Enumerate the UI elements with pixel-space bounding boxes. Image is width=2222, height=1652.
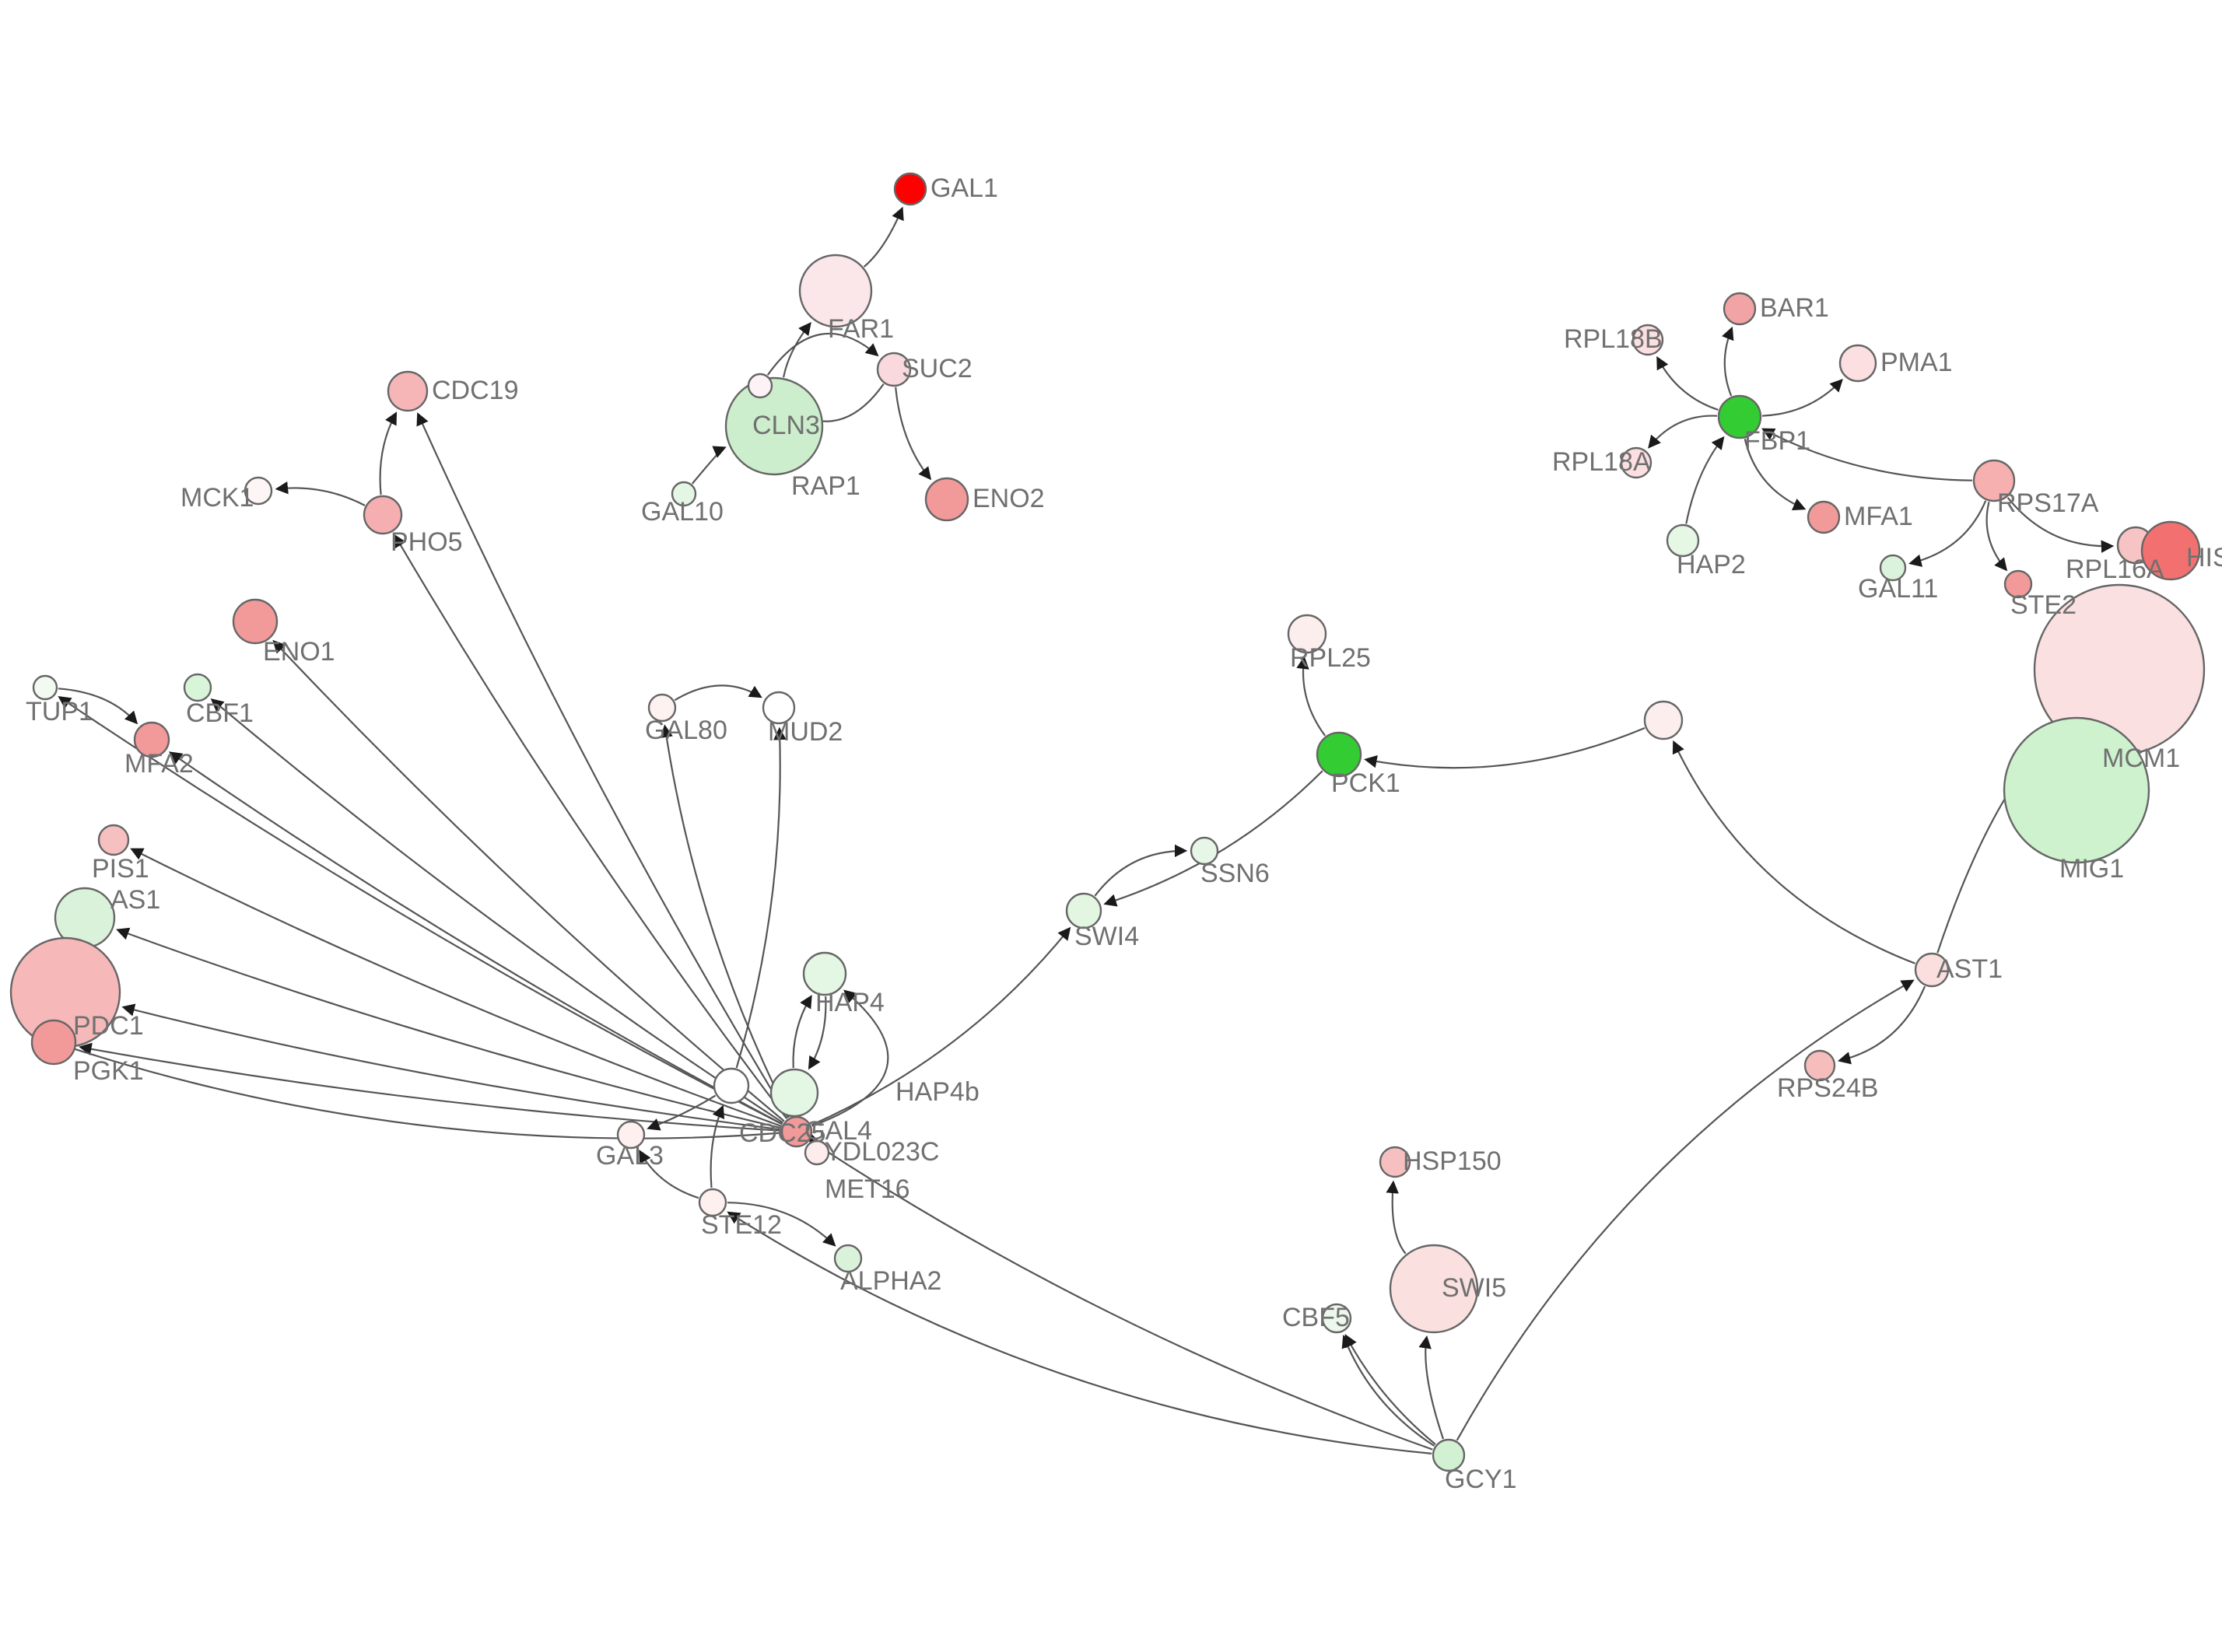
svg-text:RPS24B: RPS24B (1777, 1073, 1878, 1103)
svg-text:AST1: AST1 (1936, 954, 2003, 984)
svg-text:PGK1: PGK1 (73, 1056, 144, 1086)
svg-text:MFA1: MFA1 (1844, 502, 1913, 531)
svg-text:CLN3: CLN3 (752, 411, 820, 440)
svg-text:CDC25: CDC25 (739, 1118, 825, 1148)
svg-text:RPL16A: RPL16A (2066, 555, 2164, 584)
svg-text:GAL3: GAL3 (596, 1141, 664, 1171)
svg-text:HAP2: HAP2 (1677, 550, 1746, 579)
svg-text:HAP4b: HAP4b (895, 1077, 980, 1107)
svg-text:MCM1: MCM1 (2102, 744, 2180, 773)
svg-text:RAP1: RAP1 (791, 471, 860, 501)
svg-text:CBF1: CBF1 (186, 698, 254, 728)
svg-text:CDC19: CDC19 (432, 376, 518, 405)
svg-text:RPL18B: RPL18B (1564, 324, 1663, 354)
svg-text:SSN6: SSN6 (1200, 859, 1270, 888)
svg-text:GAL80: GAL80 (645, 716, 727, 745)
svg-text:YDL023C: YDL023C (825, 1137, 939, 1167)
svg-text:RPL25: RPL25 (1290, 643, 1371, 673)
svg-text:AS1: AS1 (110, 885, 160, 915)
svg-text:MIG1: MIG1 (2059, 854, 2124, 884)
svg-text:MFA2: MFA2 (124, 749, 194, 779)
svg-text:TUP1: TUP1 (26, 697, 93, 726)
svg-text:BAR1: BAR1 (1760, 293, 1829, 323)
svg-text:PMA1: PMA1 (1880, 348, 1953, 377)
svg-text:PHO5: PHO5 (391, 527, 463, 557)
svg-text:STE2: STE2 (2010, 590, 2077, 620)
svg-text:SUC2: SUC2 (902, 354, 973, 383)
svg-text:SWI4: SWI4 (1074, 922, 1139, 951)
svg-text:RPL18A: RPL18A (1552, 447, 1651, 477)
svg-text:GAL10: GAL10 (641, 497, 724, 527)
svg-text:MET16: MET16 (825, 1174, 910, 1204)
svg-text:MCK1: MCK1 (180, 483, 254, 513)
svg-text:FBP1: FBP1 (1744, 426, 1810, 456)
svg-text:PIS1: PIS1 (92, 854, 149, 884)
svg-text:CBF5: CBF5 (1282, 1303, 1350, 1332)
svg-text:GCY1: GCY1 (1445, 1465, 1517, 1494)
svg-text:PCK1: PCK1 (1331, 768, 1400, 798)
svg-text:ENO2: ENO2 (973, 484, 1045, 513)
svg-text:RPS17A: RPS17A (1997, 488, 2099, 518)
svg-text:ALPHA2: ALPHA2 (840, 1266, 941, 1296)
svg-text:STE12: STE12 (701, 1210, 782, 1240)
svg-text:HIS4: HIS4 (2186, 543, 2222, 572)
svg-text:ENO1: ENO1 (263, 637, 335, 667)
svg-text:HAP4: HAP4 (815, 988, 885, 1017)
svg-text:GAL11: GAL11 (1858, 574, 1938, 604)
svg-text:PDC1: PDC1 (73, 1011, 144, 1041)
svg-text:MUD2: MUD2 (768, 717, 843, 747)
svg-text:GAL1: GAL1 (931, 173, 998, 203)
svg-text:SWI5: SWI5 (1442, 1273, 1506, 1303)
svg-text:FAR1: FAR1 (828, 314, 894, 344)
svg-text:HSP150: HSP150 (1403, 1146, 1502, 1176)
